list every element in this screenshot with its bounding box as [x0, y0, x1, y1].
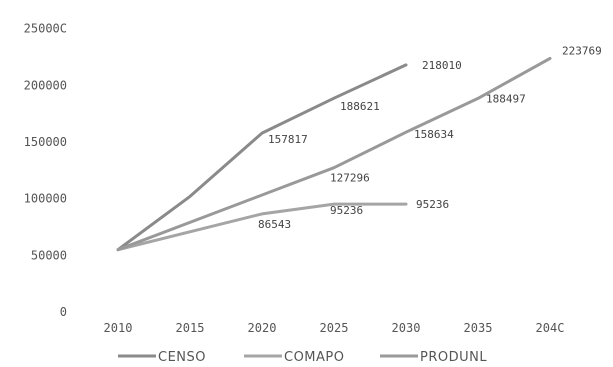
- y-axis-ticks: 0 50000 100000 150000 200000 25000C: [24, 22, 67, 319]
- data-label: 86543: [258, 218, 291, 231]
- series-line-censo: [116, 63, 408, 252]
- data-label: 157817: [268, 133, 308, 146]
- x-tick-label: 2015: [176, 321, 205, 335]
- y-tick-label: 25000C: [24, 22, 67, 36]
- data-label: 223769: [562, 44, 602, 57]
- data-label: 158634: [414, 128, 454, 141]
- legend: CENSO COMAPO PRODUNL: [118, 350, 487, 365]
- series-line-comapo: [116, 202, 408, 252]
- data-label: 188497: [486, 92, 526, 105]
- x-axis-ticks: 2010 2015 2020 2025 2030 2035 204C: [104, 321, 565, 335]
- x-tick-label: 2020: [248, 321, 277, 335]
- x-tick-label: 2025: [320, 321, 349, 335]
- x-tick-label: 2010: [104, 321, 133, 335]
- data-label: 95236: [330, 204, 363, 217]
- series-lines: [116, 56, 552, 252]
- legend-label: CENSO: [158, 350, 206, 365]
- x-tick-label: 2035: [464, 321, 493, 335]
- data-label: 95236: [416, 198, 449, 211]
- x-tick-label: 204C: [536, 321, 565, 335]
- data-labels: 157817 188621 218010 86543 95236 95236 127296 1…: [258, 44, 602, 231]
- y-tick-label: 50000: [31, 248, 67, 262]
- data-label: 218010: [422, 59, 462, 72]
- legend-label: PRODUNL: [420, 350, 487, 365]
- data-label: 188621: [340, 100, 380, 113]
- series-line-produnl: [116, 56, 552, 252]
- x-tick-label: 2030: [392, 321, 421, 335]
- y-tick-label: 100000: [24, 192, 67, 206]
- y-tick-label: 200000: [24, 78, 67, 92]
- y-tick-label: 150000: [24, 135, 67, 149]
- data-label: 127296: [330, 172, 370, 185]
- legend-label: COMAPO: [284, 350, 345, 365]
- y-tick-label: 0: [60, 305, 67, 319]
